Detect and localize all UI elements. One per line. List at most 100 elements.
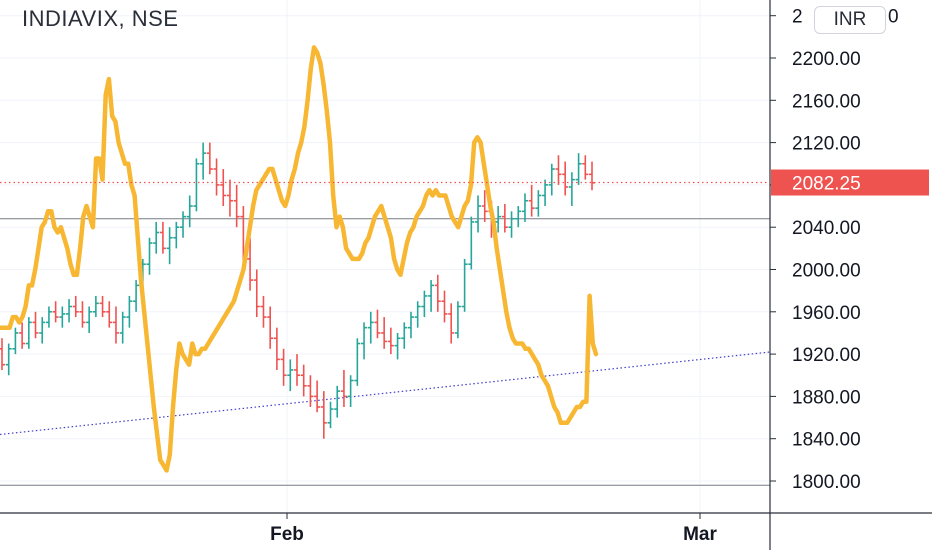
x-axis-ticks: Feb Mar <box>270 513 717 545</box>
ohlc-bar <box>193 158 200 212</box>
ohlc-bar <box>334 385 341 418</box>
y-axis-tick-label: 1920.00 <box>792 345 861 366</box>
y-axis-tick-label: 1960.00 <box>792 303 861 324</box>
ohlc-bar <box>528 184 535 217</box>
ohlc-bar <box>247 237 254 291</box>
y-axis-tick-label: 1800.00 <box>792 472 861 493</box>
ohlc-bar <box>501 203 508 233</box>
ohlc-bar <box>233 184 240 228</box>
ohlc-bar <box>320 391 327 439</box>
y-axis-tick-label-partial-tail: 0 <box>888 7 899 28</box>
ohlc-bar <box>347 375 354 407</box>
ohlc-bar <box>173 221 180 249</box>
ohlc-bar <box>387 327 394 355</box>
ohlc-bar <box>461 258 468 312</box>
ohlc-bar <box>381 317 388 349</box>
ohlc-bar <box>220 169 227 207</box>
y-axis-tick-label: 2160.00 <box>792 91 861 112</box>
ohlc-bar <box>180 211 187 238</box>
y-axis-tick-label: 2000.00 <box>792 261 861 282</box>
trendline-layer <box>0 351 771 436</box>
ohlc-bar <box>521 193 528 222</box>
ohlc-bar <box>287 359 294 392</box>
ohlc-bar <box>159 221 166 254</box>
ohlc-bar <box>367 311 374 344</box>
trendline <box>0 351 771 436</box>
ohlc-bar <box>59 306 66 328</box>
ohlc-bar <box>86 306 93 333</box>
ohlc-bar <box>19 322 26 349</box>
ohlc-bar <box>300 364 307 397</box>
ohlc-bar <box>153 221 160 254</box>
ohlc-bar <box>0 338 5 370</box>
last-price-badge <box>771 169 929 196</box>
ohlc-bar <box>119 311 126 344</box>
ohlc-bar <box>454 301 461 339</box>
last-price-label-layer: 2082.25 <box>771 169 929 196</box>
ohlc-bar <box>213 158 220 196</box>
ohlc-bar <box>394 332 401 360</box>
ohlc-bar <box>508 211 515 238</box>
ohlc-bar <box>582 155 589 180</box>
ohlc-bar <box>112 306 119 344</box>
ohlc-bar <box>421 290 428 318</box>
ohlc-bar <box>515 206 522 228</box>
ohlc-bars-layer <box>0 142 595 439</box>
y-axis-tick-label: 2120.00 <box>792 134 861 155</box>
ohlc-bar <box>575 153 582 185</box>
ohlc-bar <box>126 295 133 328</box>
y-axis-tick-label: 1880.00 <box>792 387 861 408</box>
ohlc-bar <box>441 290 448 323</box>
ohlc-bar <box>314 380 321 413</box>
ohlc-bar <box>25 317 32 349</box>
ohlc-bar <box>475 195 482 233</box>
ohlc-bar <box>200 142 207 180</box>
last-price-label: 2082.25 <box>792 174 861 195</box>
ohlc-bar <box>428 280 435 312</box>
ohlc-bar <box>280 348 287 386</box>
x-axis-tick-label: Feb <box>270 524 304 545</box>
overlay-line <box>0 45 599 473</box>
ohlc-bar <box>106 301 113 328</box>
ohlc-bar <box>468 216 475 270</box>
ohlc-bar <box>226 179 233 217</box>
ohlc-bar <box>589 161 595 191</box>
ohlc-bar <box>562 161 569 196</box>
ohlc-bar <box>434 274 441 312</box>
y-axis-ticks: 1800.00 1840.00 1880.00 1920.00 1960.00 2000.… <box>770 7 899 493</box>
ohlc-bar <box>32 311 39 339</box>
chart-title: INDIAVIX, NSE <box>22 6 179 31</box>
ohlc-bar <box>92 295 99 318</box>
ohlc-bar <box>99 295 106 318</box>
ohlc-bar <box>273 327 280 370</box>
y-axis-tick-label: 2040.00 <box>792 218 861 239</box>
currency-button[interactable]: INR <box>814 6 886 34</box>
ohlc-bar <box>548 163 555 196</box>
ohlc-bar <box>253 269 260 318</box>
x-axis-tick-label: Mar <box>683 524 717 545</box>
ohlc-bar <box>72 295 79 318</box>
ohlc-bar <box>340 369 347 407</box>
overlay-line-layer <box>0 45 599 473</box>
ohlc-bar <box>5 343 12 376</box>
ohlc-bar <box>166 227 173 265</box>
ohlc-bar <box>294 354 300 386</box>
ohlc-bar <box>481 190 488 222</box>
ohlc-bar <box>568 172 575 207</box>
ohlc-bar <box>260 295 267 328</box>
ohlc-bar <box>39 317 46 344</box>
ohlc-bar <box>206 142 213 175</box>
grid-layer <box>0 0 770 513</box>
y-axis-tick-label-partial: 2 <box>792 7 803 28</box>
ohlc-bar <box>327 401 334 429</box>
ohlc-bar <box>407 311 414 339</box>
ohlc-bar <box>146 237 153 275</box>
ohlc-bar <box>12 327 19 355</box>
ohlc-bar <box>374 309 381 339</box>
ohlc-bar <box>361 322 368 360</box>
ohlc-bar <box>307 375 314 407</box>
horizontal-lines-layer <box>0 218 770 486</box>
ohlc-bar <box>79 301 86 328</box>
